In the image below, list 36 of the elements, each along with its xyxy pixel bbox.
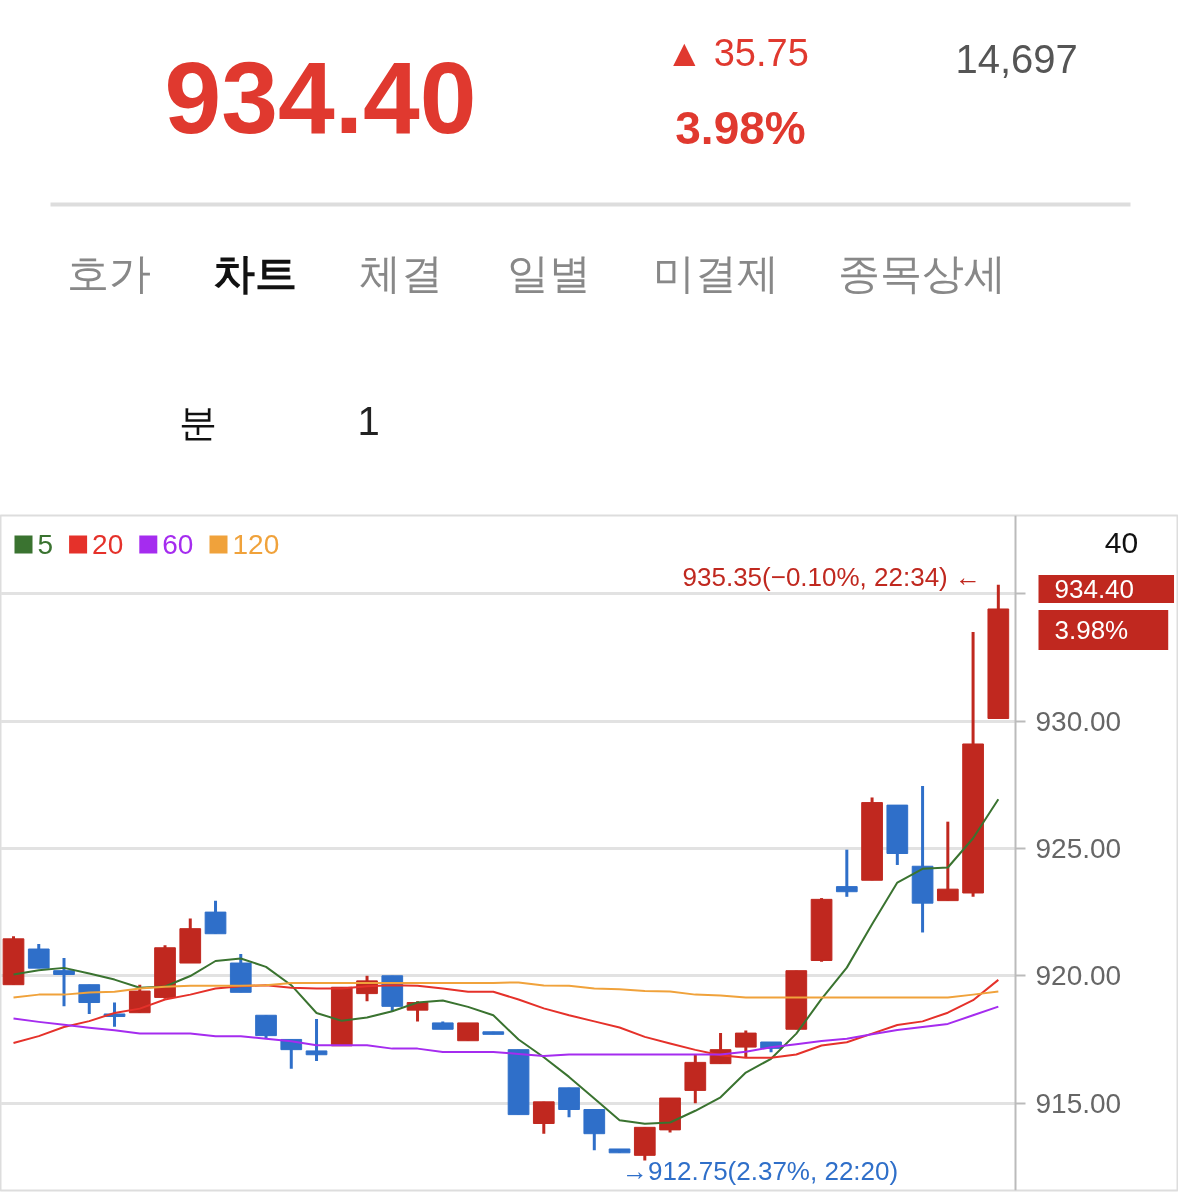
legend-label: 60	[162, 529, 194, 560]
text: 호가	[66, 250, 151, 297]
text: 934.40	[164, 41, 477, 155]
y-tick-label: 925.00	[1035, 832, 1122, 864]
line-series	[12, 798, 1000, 1125]
text: 미결제	[652, 250, 779, 297]
candlestick	[558, 1086, 580, 1119]
text: 종목상세	[837, 250, 1006, 297]
text: ▲ 35.75	[665, 31, 809, 74]
candlestick	[27, 943, 50, 970]
annotation: 935.35(−0.10%, 22:34) ←	[682, 561, 982, 592]
text: 40	[1104, 525, 1139, 559]
legend-label: 5	[37, 529, 54, 560]
legend-label: 120	[232, 529, 280, 560]
candlestick	[532, 1100, 555, 1134]
y-tick-label: 920.00	[1035, 960, 1122, 992]
candlestick	[835, 849, 858, 897]
text: 체결	[358, 250, 443, 297]
y-tick-label: 915.00	[1035, 1087, 1122, 1119]
legend-label: 20	[92, 529, 124, 560]
candlestick	[255, 1014, 277, 1039]
text: 934.40	[1054, 573, 1135, 604]
text: 분	[178, 401, 217, 444]
text: 3.98%	[1054, 614, 1129, 645]
candlestick	[936, 821, 959, 902]
text: 3.98%	[675, 101, 806, 154]
candlestick	[305, 1019, 328, 1062]
candlestick	[204, 900, 227, 935]
candlestick	[734, 1030, 757, 1058]
y-tick-label: 930.00	[1035, 705, 1122, 737]
text: 일별	[506, 250, 591, 297]
candlestick	[53, 957, 75, 1007]
text: 차트	[212, 250, 297, 297]
annotation: →912.75(2.37%, 22:20)	[622, 1156, 899, 1187]
text: 14,697	[955, 36, 1078, 81]
text: 1	[357, 398, 380, 443]
